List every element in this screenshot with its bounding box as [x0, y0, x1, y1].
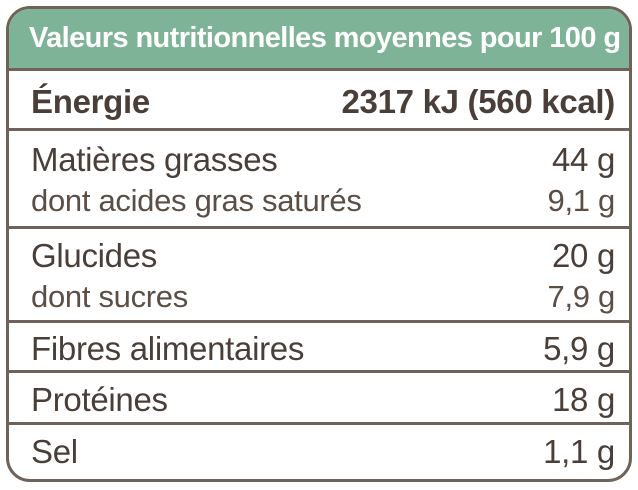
row-saturated-fat-label: dont acides gras saturés	[31, 183, 362, 218]
row-energy-label: Énergie	[31, 83, 150, 120]
row-group-carbohydrates: Glucides 20 g dont sucres 7,9 g	[9, 229, 629, 323]
row-sugars-value: 7,9 g	[547, 279, 616, 314]
header-title: Valeurs nutritionnelles moyennes pour 10…	[29, 22, 621, 54]
row-carbohydrates-label: Glucides	[31, 237, 157, 274]
nutrition-table: Valeurs nutritionnelles moyennes pour 10…	[6, 6, 632, 482]
row-saturated-fat-value: 9,1 g	[547, 183, 616, 218]
row-protein-value: 18 g	[551, 381, 615, 418]
row-fat-value: 44 g	[551, 141, 615, 178]
row-energy: Énergie 2317 kJ (560 kcal)	[9, 71, 629, 131]
row-sugars-label: dont sucres	[31, 279, 188, 314]
table-header: Valeurs nutritionnelles moyennes pour 10…	[9, 9, 629, 71]
row-carbohydrates-value: 20 g	[551, 237, 615, 274]
row-protein: Protéines 18 g	[9, 373, 629, 425]
row-fibre: Fibres alimentaires 5,9 g	[9, 323, 629, 373]
row-group-fat: Matières grasses 44 g dont acides gras s…	[9, 131, 629, 229]
row-salt-value: 1,1 g	[543, 433, 615, 470]
row-energy-value: 2317 kJ (560 kcal)	[341, 83, 616, 120]
row-salt: Sel 1,1 g	[9, 425, 629, 479]
row-salt-label: Sel	[31, 433, 78, 470]
row-fibre-label: Fibres alimentaires	[31, 330, 305, 367]
row-protein-label: Protéines	[31, 381, 168, 418]
row-fibre-value: 5,9 g	[543, 330, 615, 367]
row-fat-label: Matières grasses	[31, 141, 278, 178]
